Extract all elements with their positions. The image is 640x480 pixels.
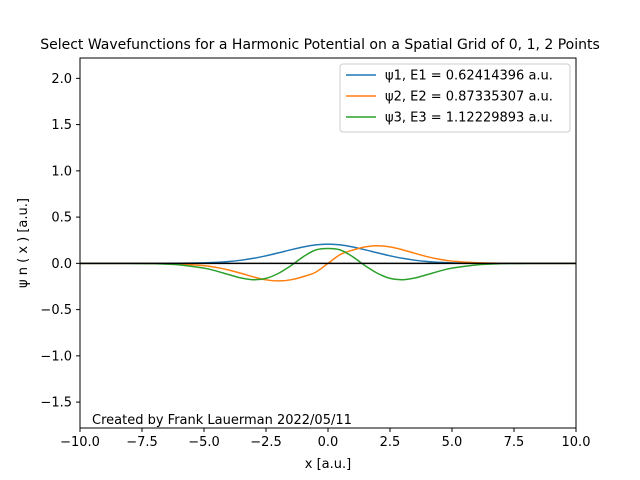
x-tick-label: −10.0 (60, 435, 100, 450)
plot-area (80, 243, 576, 282)
legend-label-2: ψ2, E2 = 0.87335307 a.u. (385, 90, 553, 105)
y-tick-label: 2.0 (51, 72, 72, 87)
x-tick-label: 0.0 (318, 435, 339, 450)
x-tick-label: 7.5 (504, 435, 525, 450)
legend-label-1: ψ1, E1 = 0.62414396 a.u. (385, 69, 553, 84)
x-tick-label: 10.0 (562, 435, 591, 450)
legend-box (339, 63, 571, 133)
y-tick-label: 0.0 (51, 257, 72, 272)
y-tick-label: 1.5 (51, 118, 72, 133)
series-line-1 (80, 243, 576, 265)
chart-title: Select Wavefunctions for a Harmonic Pote… (40, 37, 600, 53)
legend-label-3: ψ3, E3 = 1.12229893 a.u. (385, 111, 553, 126)
legend: ψ1, E1 = 0.62414396 a.u. ψ2, E2 = 0.87335… (339, 63, 571, 133)
y-axis-label: ψ n ( x ) [a.u.] (16, 198, 31, 288)
y-tick-label: −1.0 (40, 349, 72, 364)
annotation: Created by Frank Lauerman 2022/05/11 (92, 413, 352, 428)
y-tick-label: 0.5 (51, 211, 72, 226)
y-axis: −1.5 −1.0 −0.5 0.0 0.5 1.0 1.5 2.0 (40, 72, 80, 411)
x-axis: −10.0 −7.5 −5.0 −2.5 0.0 2.5 5.0 7.5 10.0 (60, 428, 590, 450)
x-tick-label: −5.0 (188, 435, 220, 450)
x-tick-label: 5.0 (442, 435, 463, 450)
y-tick-label: −0.5 (40, 303, 72, 318)
y-tick-label: 1.0 (51, 164, 72, 179)
x-tick-label: −7.5 (126, 435, 158, 450)
x-tick-label: 2.5 (380, 435, 401, 450)
series-line-3 (80, 247, 576, 281)
x-axis-label: x [a.u.] (305, 457, 351, 472)
x-tick-label: −2.5 (250, 435, 282, 450)
y-tick-label: −1.5 (40, 396, 72, 411)
